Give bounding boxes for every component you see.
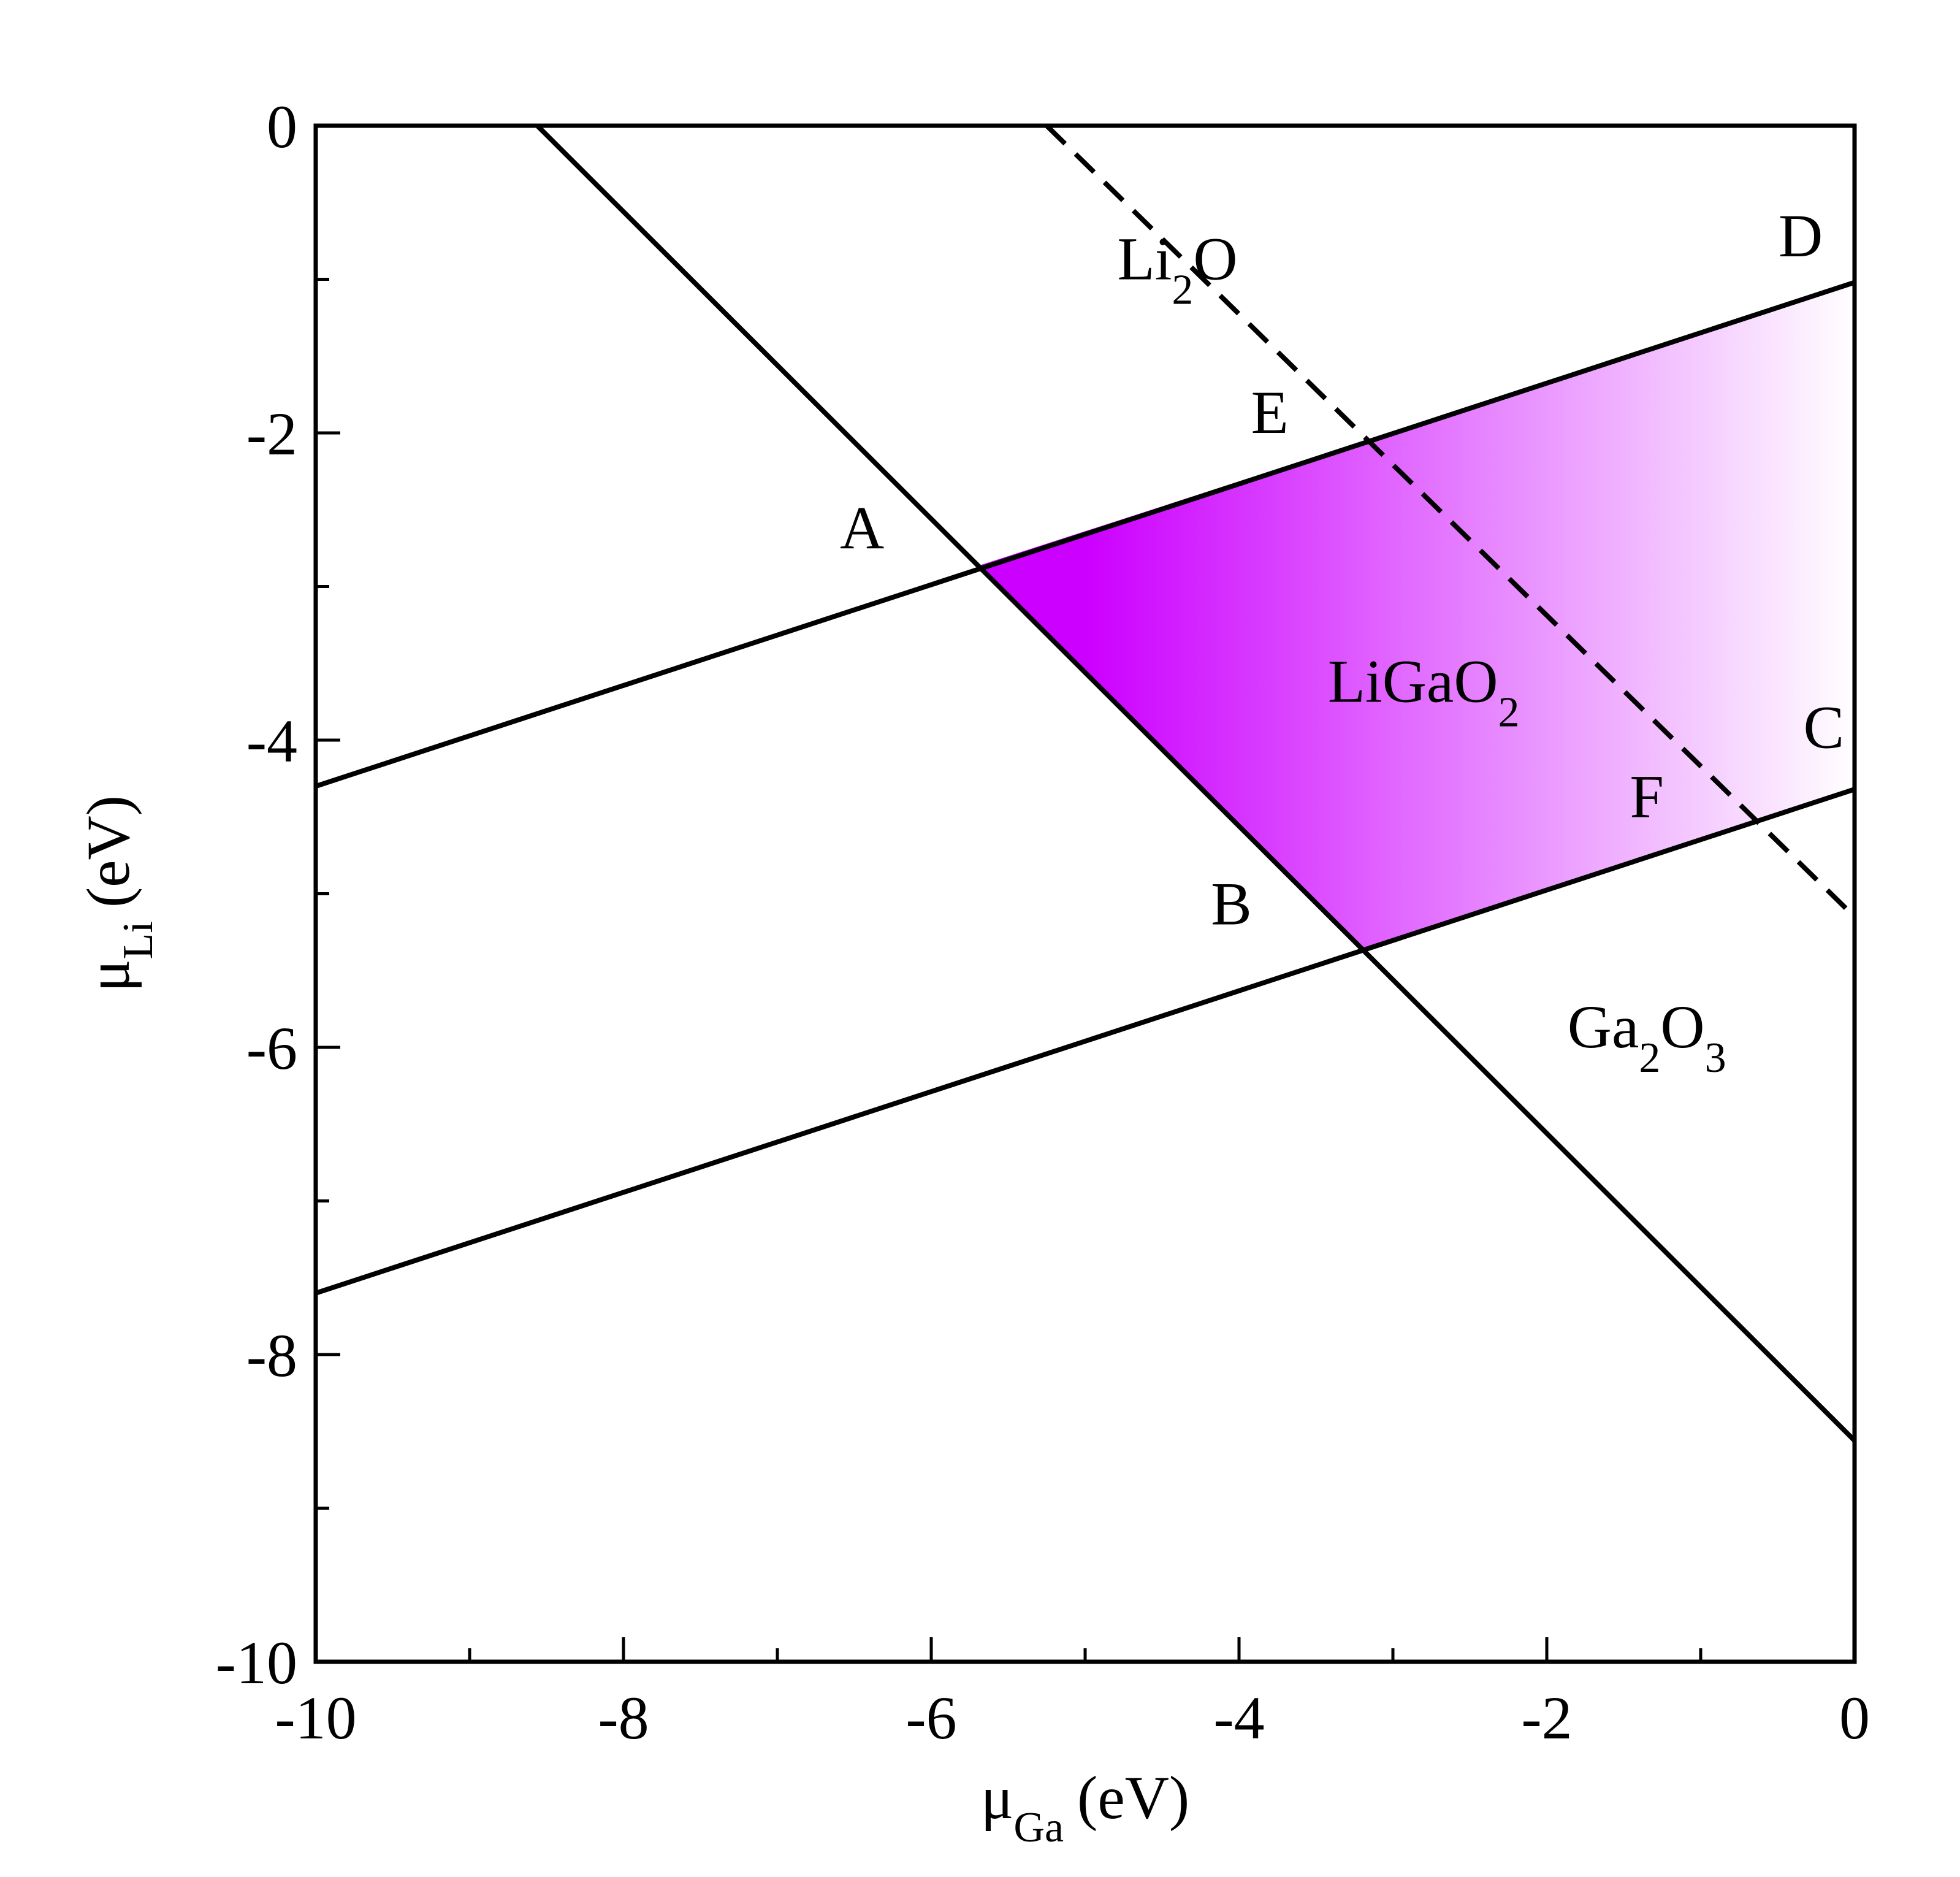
x-tick-label: -10 xyxy=(275,1684,356,1752)
y-tick-label: -6 xyxy=(246,1014,297,1082)
y-tick-label: -10 xyxy=(216,1629,297,1697)
series-line-1 xyxy=(535,126,1855,1443)
region-label-text: O xyxy=(1193,225,1237,293)
y-tick-label: -8 xyxy=(246,1321,297,1390)
y-tick-label: 0 xyxy=(267,93,297,161)
x-tick-label: -4 xyxy=(1213,1684,1264,1752)
x-axis-title-subscript: Ga xyxy=(1013,1804,1064,1851)
region-label-text: O xyxy=(1660,993,1704,1061)
x-axis-ticks xyxy=(314,1637,1856,1662)
x-tick-label: -8 xyxy=(598,1684,649,1752)
region-label: Li2O xyxy=(1118,225,1238,314)
series-line-3 xyxy=(316,787,1855,1296)
region-label-subscript: 2 xyxy=(1639,1034,1660,1082)
point-label-b: B xyxy=(1211,870,1252,938)
region-label-text: LiGaO xyxy=(1328,647,1498,715)
region-label-text: Li xyxy=(1118,225,1172,293)
y-tick-label: -4 xyxy=(246,707,297,775)
region-label-subscript: 3 xyxy=(1705,1034,1726,1082)
series-lines xyxy=(316,126,1855,1443)
y-tick-label: -2 xyxy=(246,400,297,468)
y-axis-ticks xyxy=(316,124,340,1664)
region-label-subscript: 2 xyxy=(1498,689,1520,736)
x-axis-title-unit: (eV) xyxy=(1077,1764,1189,1832)
x-tick-label: 0 xyxy=(1839,1684,1870,1752)
series-line-dashed xyxy=(1045,126,1855,919)
y-axis-title: μLi (eV) xyxy=(74,795,162,992)
region-label-subscript: 2 xyxy=(1172,267,1193,314)
point-label-f: F xyxy=(1630,762,1664,830)
x-axis-title: μGa (eV) xyxy=(981,1764,1189,1851)
y-axis-tick-labels: -10 -8 -6 -4 -2 0 xyxy=(216,93,297,1697)
x-tick-label: -6 xyxy=(906,1684,956,1752)
point-labels: A B C D E F xyxy=(840,202,1844,938)
y-axis-title-subscript: Li xyxy=(115,921,162,959)
point-label-e: E xyxy=(1251,378,1289,446)
plot-area xyxy=(313,123,1857,1664)
stability-region-ligao2 xyxy=(975,282,1855,951)
y-axis-title-symbol: μ xyxy=(74,959,142,992)
point-label-c: C xyxy=(1803,694,1844,762)
point-label-d: D xyxy=(1779,202,1823,270)
series-line-2 xyxy=(316,280,1855,789)
y-axis-title-unit: (eV) xyxy=(74,795,142,908)
x-axis-title-symbol: μ xyxy=(981,1764,1014,1832)
point-label-a: A xyxy=(840,494,884,562)
region-label-text: Ga xyxy=(1568,993,1639,1061)
x-tick-label: -2 xyxy=(1521,1684,1572,1752)
region-label: LiGaO2 xyxy=(1328,647,1520,736)
x-axis-tick-labels: -10 -8 -6 -4 -2 0 xyxy=(275,1684,1870,1752)
region-label: Ga2O3 xyxy=(1568,993,1726,1082)
